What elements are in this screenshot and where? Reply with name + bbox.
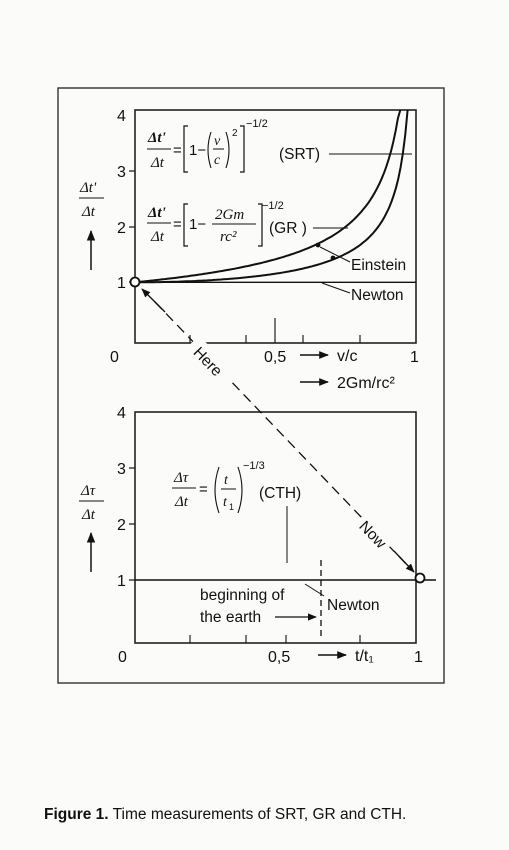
top-srt-dot	[330, 255, 336, 261]
formula-cth-t1: t	[223, 495, 228, 510]
formula-srt-one: 1−	[189, 142, 206, 159]
figure-caption-label: Figure 1.	[44, 806, 109, 823]
top-chart: 1 2 3 4 0 0,5 1 v/c 2Gm/rc² Δt' Δt	[79, 108, 419, 392]
formula-srt-rparen	[225, 131, 230, 169]
top-x-ticks: 0 0,5 1	[110, 318, 419, 366]
annotation-gr: (GR )	[269, 220, 307, 237]
figure-caption-text: Time measurements of SRT, GR and CTH.	[112, 806, 407, 823]
annotation-newton-top: Newton	[351, 287, 404, 304]
formula-cth-exp: −1/3	[243, 460, 265, 472]
figure-frame	[57, 87, 445, 684]
annotation-newton-bottom-leader	[304, 583, 325, 597]
formula-srt-eq: =	[173, 142, 182, 159]
formula-cth-eq: =	[199, 481, 208, 498]
figure-caption: Figure 1. Time measurements of SRT, GR a…	[44, 806, 406, 824]
top-y-ticks: 1 2 3 4	[117, 108, 135, 292]
bottom-ylabel-den: Δt	[81, 507, 96, 523]
top-start-point	[129, 276, 141, 288]
bottom-xlabel: t/t₁	[355, 648, 374, 665]
formula-cth-lhs-num: Δτ	[173, 470, 189, 486]
formula-srt-lhs-num: Δt'	[147, 130, 166, 146]
top-ylabel-den: Δt	[81, 204, 96, 220]
formula-gr-num: 2Gm	[215, 207, 244, 223]
formula-srt-c: c	[214, 153, 221, 168]
top-ylabel-num: Δt'	[79, 180, 97, 196]
top-ylabel: Δt' Δt	[79, 180, 104, 270]
formula-gr-exp: −1/2	[262, 200, 284, 212]
formula-gr-lbracket	[183, 203, 188, 247]
bottom-xtick-label-0: 0	[118, 649, 127, 666]
bottom-ytick-label-4: 4	[117, 405, 126, 422]
here-now-connector: Here Now	[141, 288, 415, 573]
formula-srt-lparen	[207, 131, 212, 169]
formula-cth-t1-sub: 1	[229, 502, 234, 512]
connector-here-bg	[181, 335, 239, 393]
annotation-srt: (SRT)	[279, 146, 320, 163]
top-ytick-label-2: 2	[117, 220, 126, 237]
bottom-ytick-label-3: 3	[117, 461, 126, 478]
formula-gr-eq: =	[173, 216, 182, 233]
formula-gr: Δt' Δt = 1− 2Gm rc² −1/2 (GR )	[147, 200, 348, 247]
annotation-newton-top-leader	[321, 282, 351, 294]
formula-gr-one: 1−	[189, 216, 206, 233]
annotation-cth: (CTH)	[259, 485, 301, 502]
formula-gr-den: rc²	[220, 229, 237, 245]
bottom-ylabel-num: Δτ	[80, 483, 96, 499]
formula-cth-rparen	[237, 466, 243, 514]
top-ytick-label-4: 4	[117, 108, 126, 125]
formula-srt: Δt' Δt = 1− v c 2 −1/2 (SRT)	[147, 118, 412, 173]
top-xtick-label-0: 0	[110, 349, 119, 366]
connector-arrow-here	[141, 288, 166, 313]
top-xlabel-gm: 2Gm/rc²	[337, 375, 395, 392]
formula-srt-lbracket	[183, 125, 188, 173]
formula-srt-rbracket	[240, 125, 245, 173]
bottom-xtick-label-1: 1	[414, 649, 423, 666]
formula-srt-exp: −1/2	[246, 118, 268, 130]
bottom-xtick-label-05: 0,5	[268, 649, 290, 666]
formula-gr-lhs-den: Δt	[150, 229, 165, 245]
top-series-srt-line	[135, 109, 409, 284]
bottom-y-ticks: 1 2 3 4	[117, 405, 135, 590]
annotation-beginning-1: beginning of	[200, 587, 285, 604]
top-gr-dot	[315, 242, 321, 248]
top-xtick-label-05: 0,5	[264, 349, 286, 366]
formula-srt-lhs-den: Δt	[150, 155, 165, 171]
bottom-end-point	[414, 572, 426, 584]
bottom-ytick-label-1: 1	[117, 573, 126, 590]
formula-gr-lhs-num: Δt'	[147, 205, 166, 221]
formula-srt-v: v	[214, 134, 221, 149]
connector-arrow-now	[393, 550, 415, 573]
bottom-x-ticks: 0 0,5 1	[118, 635, 423, 666]
annotation-beginning-2: the earth	[200, 609, 261, 626]
formula-gr-rbracket	[258, 203, 263, 247]
formula-cth-lhs-den: Δt	[174, 494, 189, 510]
top-xlabel-vc: v/c	[337, 348, 357, 365]
annotation-newton-bottom: Newton	[327, 597, 380, 614]
formula-cth-lparen	[214, 466, 220, 514]
bottom-plot-frame	[134, 411, 417, 644]
top-ytick-label-1: 1	[117, 275, 126, 292]
bottom-ylabel: Δτ Δt	[79, 483, 104, 572]
formula-srt-sq: 2	[232, 128, 238, 139]
bottom-ytick-label-2: 2	[117, 517, 126, 534]
formula-cth: Δτ Δt = t t 1 −1/3 (CTH)	[172, 460, 301, 563]
annotation-einstein-leader	[319, 246, 351, 263]
top-ytick-label-3: 3	[117, 164, 126, 181]
top-series-gr-line	[134, 109, 402, 284]
top-xtick-label-1: 1	[410, 349, 419, 366]
formula-cth-t: t	[224, 473, 229, 488]
annotation-einstein: Einstein	[351, 257, 406, 274]
bottom-chart: 1 2 3 4 0 0,5 1 t/t₁ Δτ Δt	[79, 405, 436, 666]
connector-now-bg	[351, 512, 395, 558]
